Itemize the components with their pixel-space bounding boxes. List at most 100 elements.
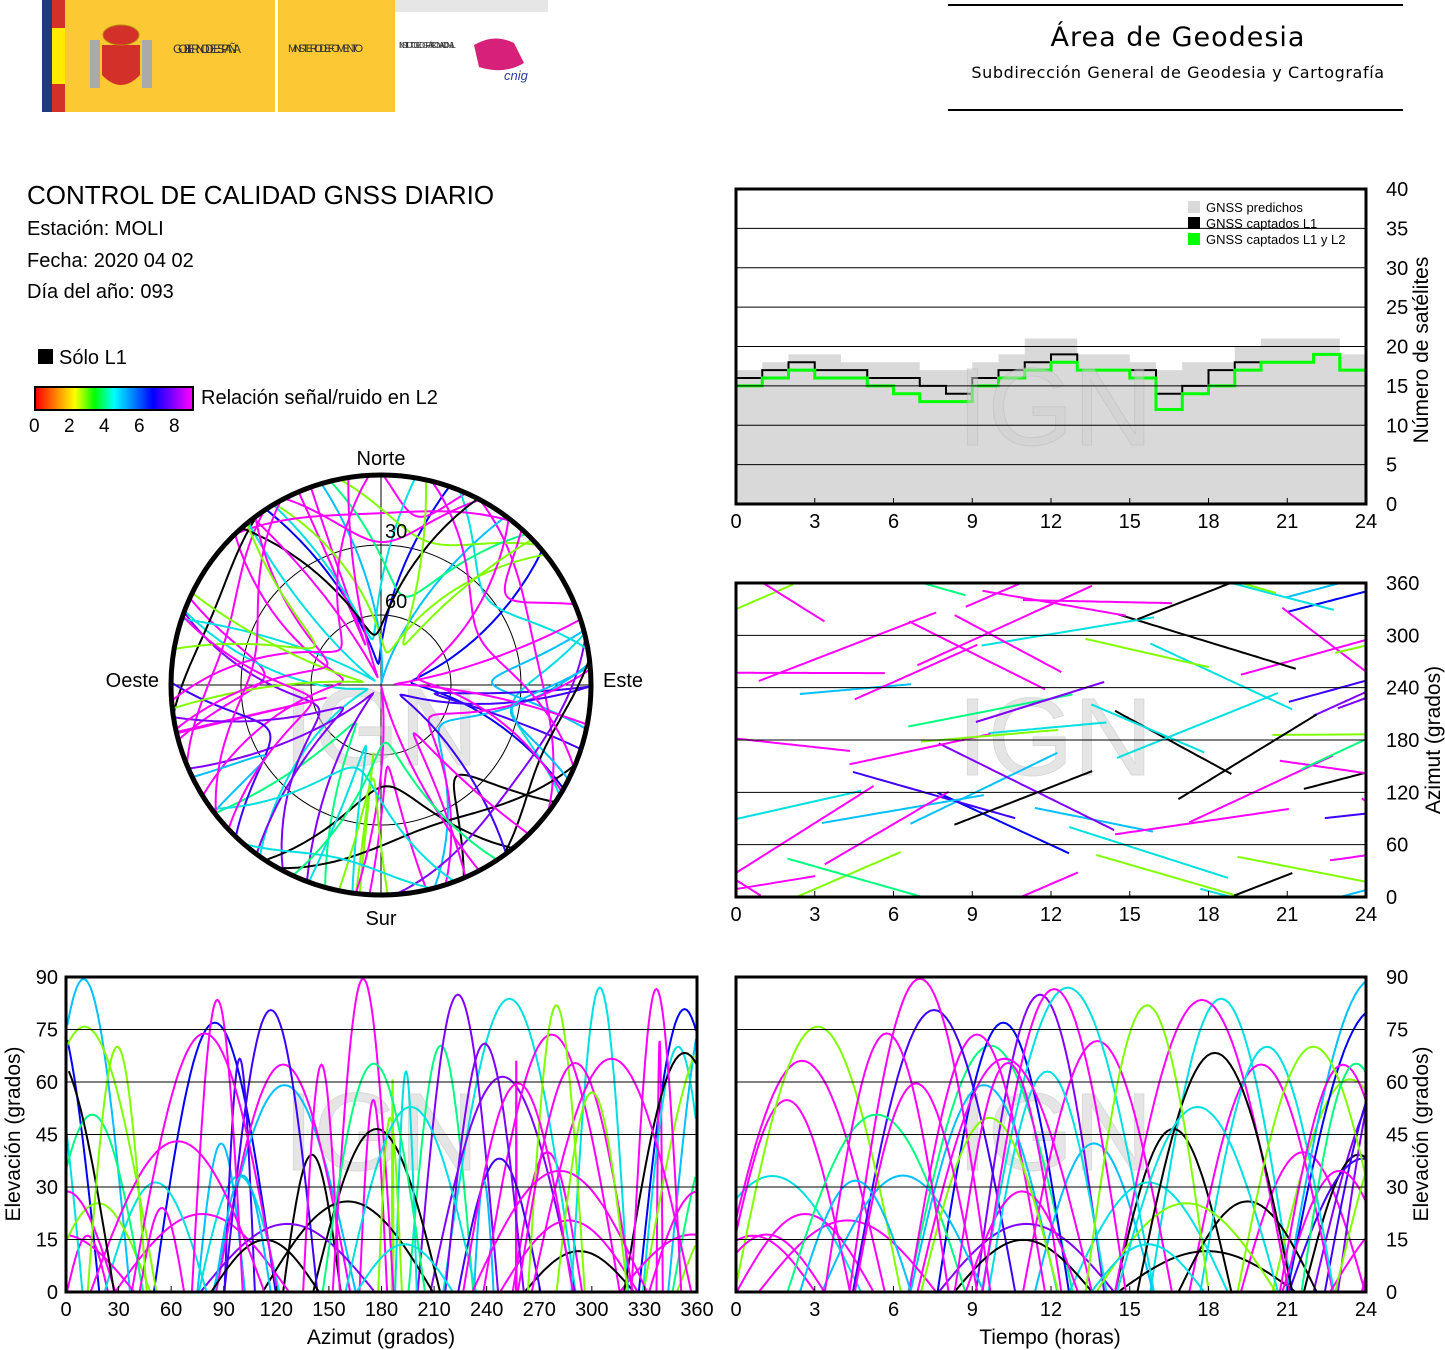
x-tick-label: 3 — [809, 511, 820, 533]
y-tick-label: 120 — [1386, 782, 1419, 804]
x-tick-label: 12 — [1040, 511, 1062, 533]
snr-tick: 2 — [64, 416, 75, 437]
satellite-track — [503, 528, 575, 606]
skyplot-border — [168, 472, 594, 898]
satellite-track — [66, 1190, 696, 1292]
snr-label: Relación señal/ruido en L2 — [201, 387, 438, 409]
satellite-track — [1116, 1105, 1279, 1292]
x-tick-label: 330 — [628, 1299, 661, 1321]
satellite-track — [355, 1243, 454, 1292]
logo-instituto: INSTITUTO GEOGRÁFICO NACIONAL — [399, 41, 456, 50]
satellite-track — [988, 721, 1107, 735]
satellite-track — [457, 1157, 542, 1292]
satellite-track — [284, 497, 481, 544]
date: Fecha: 2020 04 02 — [27, 250, 194, 272]
satellite-track — [1288, 679, 1366, 703]
satellite-track — [1278, 1063, 1366, 1292]
satellite-track — [1336, 1104, 1366, 1292]
x-tick-label: 0 — [730, 1299, 741, 1321]
satellite-track — [848, 977, 992, 1292]
logo-cnig: cnig — [504, 68, 529, 83]
satellite-track — [736, 1059, 886, 1292]
y-tick-label: 30 — [36, 1177, 58, 1199]
satellite-track — [181, 522, 376, 682]
satellite-track — [1323, 1098, 1366, 1292]
only-l1-swatch — [38, 349, 53, 364]
x-tick-label: 60 — [160, 1299, 182, 1321]
station: Estación: MOLI — [27, 218, 164, 240]
satellite-track — [444, 1042, 525, 1292]
satellite-track — [1085, 637, 1210, 669]
y-tick-label: 0 — [1386, 1282, 1397, 1304]
north-label: Norte — [357, 448, 406, 470]
satellite-track — [410, 549, 565, 790]
satellite-track — [824, 790, 950, 866]
y-tick-label: 0 — [1386, 494, 1397, 516]
x-tick-label: 240 — [470, 1299, 503, 1321]
satellite-track — [910, 751, 1058, 825]
y-tick-label: 60 — [36, 1072, 58, 1094]
azimuth-time-chart: IGN 0 60 120 180 240 300 360 0 3 6 9 12 15 18 21 24 Azimu… — [730, 573, 1445, 926]
satellite-track — [1312, 1104, 1366, 1292]
ring-label-30: 30 — [385, 521, 407, 543]
x-tick-label: 210 — [417, 1299, 450, 1321]
satellite-track — [514, 1060, 518, 1292]
satellite-track — [89, 1140, 266, 1292]
plot-border — [734, 187, 1368, 506]
watermark-ign: IGN — [957, 346, 1153, 469]
series-l1l2-line — [736, 352, 1368, 411]
satellite-track — [1022, 1039, 1173, 1292]
y-tick-label: 0 — [47, 1282, 58, 1304]
satellite-track — [138, 1206, 186, 1292]
satellite-track — [272, 477, 417, 641]
satellite-track — [821, 794, 984, 824]
satellite-track — [274, 503, 546, 654]
x-tick-label: 15 — [1119, 511, 1141, 533]
satellite-track — [261, 1200, 434, 1292]
report-title: CONTROL DE CALIDAD GNSS DIARIO — [27, 180, 495, 210]
satellite-track — [799, 683, 912, 695]
x-tick-label: 12 — [1040, 1299, 1062, 1321]
satellite-track — [1286, 590, 1366, 613]
satellite-track — [1334, 1167, 1366, 1292]
legend-label: GNSS captados L1 — [1206, 216, 1317, 231]
x-tick-label: 21 — [1276, 511, 1298, 533]
satellite-track — [1177, 1200, 1318, 1292]
satellite-track — [292, 741, 498, 877]
satellite-track — [103, 1181, 208, 1292]
satellite-track — [1324, 812, 1366, 820]
satellite-track — [909, 1084, 1059, 1292]
satellite-track — [1301, 738, 1366, 771]
x-tick-label: 3 — [809, 1299, 820, 1321]
y-tick-label: 25 — [1386, 297, 1408, 319]
satellite-track — [523, 1250, 635, 1292]
x-tick-label: 270 — [523, 1299, 556, 1321]
satellite-track — [176, 696, 327, 735]
satellite-track — [429, 1075, 576, 1292]
header-subtitle: Subdirección General de Geodesia y Carto… — [971, 63, 1385, 82]
y-axis-label: Número de satélites — [1410, 257, 1433, 444]
satellite-track — [1337, 696, 1366, 710]
x-tick-label: 180 — [365, 1299, 398, 1321]
logo-ministerio: MINISTERIO DE FOMENTO — [288, 43, 363, 55]
snr-tick: 6 — [134, 416, 145, 437]
satellite-track — [416, 993, 500, 1292]
satellite-track — [402, 479, 533, 646]
satellite-track — [964, 1190, 1079, 1292]
satellite-track — [185, 509, 266, 766]
header-title: Área de Geodesia — [1050, 22, 1306, 53]
satellite-track — [171, 474, 370, 702]
x-tick-label: 9 — [967, 904, 978, 926]
satellite-track — [975, 681, 1105, 723]
satellite-track — [170, 681, 272, 837]
x-tick-label: 6 — [888, 904, 899, 926]
header-rule-bottom — [948, 109, 1403, 111]
x-tick-label: 15 — [1119, 904, 1141, 926]
satellite-track — [354, 685, 480, 894]
satellite-track — [1090, 1243, 1205, 1292]
satellite-track — [736, 1212, 875, 1292]
satellite-track — [214, 499, 282, 815]
satellite-track — [416, 518, 563, 793]
y-tick-label: 20 — [1386, 337, 1408, 359]
